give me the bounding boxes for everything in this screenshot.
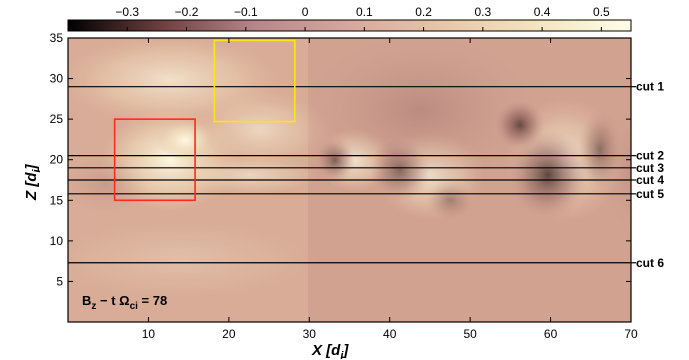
y-axis-ticks: 5 10 15 20 25 30 35 <box>50 31 631 288</box>
annot-mid-sub: ci <box>130 301 139 312</box>
x-axis-title: X [di] <box>311 342 349 360</box>
lower-plume <box>68 220 320 300</box>
y-tick-label: 30 <box>50 72 64 86</box>
cut-label: cut 3 <box>636 161 664 175</box>
y-tick-label: 35 <box>50 31 64 45</box>
annot-lhs-sub: z <box>91 301 96 312</box>
region-box <box>113 118 196 202</box>
colorbar-tick-label: 0 <box>302 5 309 19</box>
island-c-dark <box>508 130 588 220</box>
y-axis-title-close: ] <box>23 163 40 171</box>
colorbar-tick-label: 0.1 <box>356 5 373 19</box>
x-tick-label: 40 <box>383 327 397 341</box>
x-axis-ticks: 10 20 30 40 50 60 70 <box>142 38 638 341</box>
y-tick-label: 5 <box>56 274 63 288</box>
cut-label: cut 2 <box>636 149 664 163</box>
annot-rhs: = 78 <box>138 293 167 308</box>
x-tick-label: 30 <box>303 327 317 341</box>
y-tick-label: 25 <box>50 112 64 126</box>
field-right-edge <box>601 100 631 240</box>
colorbar-tick-label: −0.3 <box>115 5 139 19</box>
x-axis-title-base: X [d <box>311 342 341 359</box>
cut-label: cut 1 <box>636 80 664 94</box>
x-tick-label: 50 <box>463 327 477 341</box>
colorbar-ticks: −0.3 −0.2 −0.1 0 0.1 0.2 0.3 0.4 0.5 <box>115 5 610 31</box>
cut-label: cut 6 <box>636 256 664 270</box>
y-axis-title-sub: i <box>31 169 43 173</box>
y-tick-label: 10 <box>50 234 64 248</box>
colorbar-tick-label: 0.3 <box>474 5 491 19</box>
colorbar-tick-label: −0.2 <box>175 5 199 19</box>
colorbar-tick-label: 0.5 <box>593 5 610 19</box>
plot-frame <box>67 37 632 323</box>
cut-label: cut 4 <box>636 173 664 187</box>
colorbar-tick-label: 0.2 <box>415 5 432 19</box>
colorbar-tick-label: 0.4 <box>534 5 551 19</box>
x-tick-label: 10 <box>142 327 156 341</box>
y-tick-label: 15 <box>50 193 64 207</box>
heatmap-field <box>68 38 631 322</box>
colorbar-gradient <box>67 19 632 32</box>
cut-lines <box>68 86 636 264</box>
colorbar: −0.3 −0.2 −0.1 0 0.1 0.2 0.3 0.4 0.5 <box>67 5 632 32</box>
bright-island-core <box>157 120 213 160</box>
island-c-dark-upper <box>495 100 545 150</box>
x-axis-title-sub: i <box>340 350 344 360</box>
annot-lhs: B <box>82 293 91 308</box>
x-tick-label: 60 <box>544 327 558 341</box>
x-axis-title-close: ] <box>341 342 349 359</box>
cut-label: cut 5 <box>636 187 664 201</box>
y-axis-title: Z [di] <box>23 163 43 201</box>
time-annotation: Bz − t Ωci = 78 <box>82 293 167 312</box>
region-box <box>213 39 296 123</box>
y-axis-title-base: Z [d <box>23 172 40 201</box>
sheet-plume-mid <box>180 155 320 195</box>
x-tick-label: 70 <box>624 327 638 341</box>
x-tick-label: 20 <box>222 327 236 341</box>
colorbar-tick-label: −0.1 <box>234 5 258 19</box>
region-boxes <box>113 39 296 202</box>
y-tick-label: 20 <box>50 153 64 167</box>
sheet-plume-left <box>68 155 150 215</box>
annot-mid: − t Ω <box>96 293 129 308</box>
